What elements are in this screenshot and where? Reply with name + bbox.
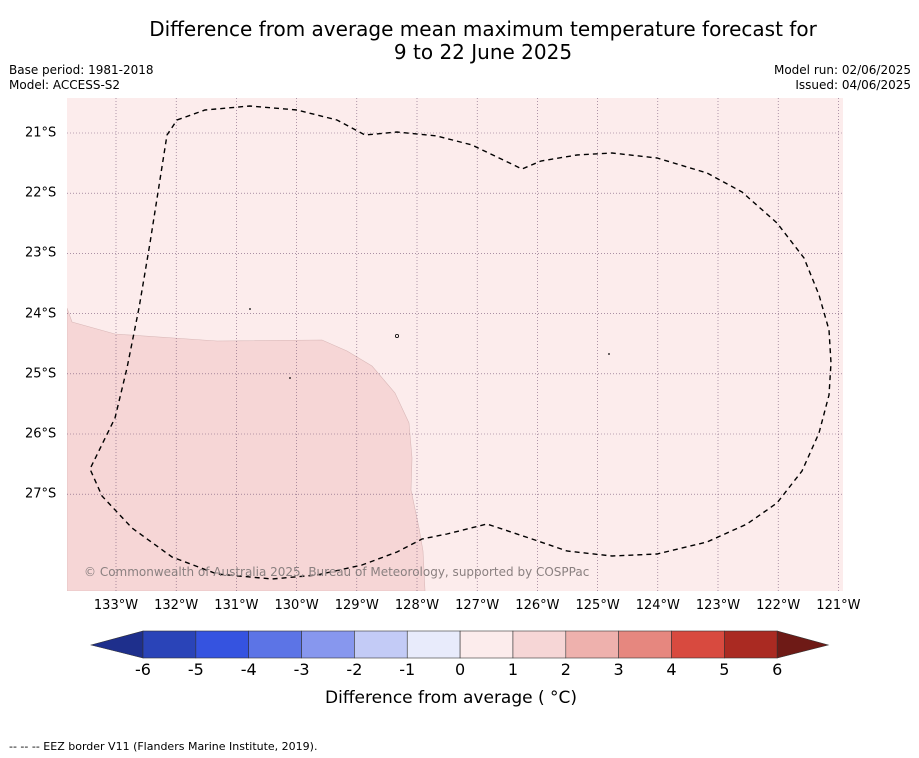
colorbar-segment bbox=[354, 630, 408, 659]
footer-eez-note: -- -- -- EEZ border V11 (Flanders Marine… bbox=[9, 740, 318, 753]
island-ring bbox=[394, 333, 399, 338]
copyright-text: © Commonwealth of Australia 2025, Bureau… bbox=[84, 565, 590, 579]
colorbar-tick-label: 4 bbox=[666, 660, 677, 679]
colorbar bbox=[90, 630, 830, 659]
longitude-label: 131°W bbox=[214, 598, 259, 613]
issued-text: Issued: 04/06/2025 bbox=[795, 78, 911, 92]
colorbar-tick-label: -1 bbox=[399, 660, 416, 679]
colorbar-segment bbox=[142, 630, 197, 659]
colorbar-label: Difference from average ( °C) bbox=[325, 688, 578, 708]
colorbar-segment bbox=[512, 630, 567, 659]
latitude-label: 21°S bbox=[25, 125, 57, 141]
longitude-label: 123°W bbox=[695, 598, 741, 613]
model-run-text: Model run: 02/06/2025 bbox=[773, 63, 911, 77]
title-line-1: Difference from average mean maximum tem… bbox=[149, 17, 817, 41]
colorbar-segment bbox=[195, 630, 249, 659]
island-dot bbox=[608, 353, 610, 355]
latitude-label: 24°S bbox=[25, 306, 57, 322]
colorbar-tick-label: 5 bbox=[719, 660, 730, 679]
colorbar-segment bbox=[406, 630, 461, 659]
meta-left: Base period: 1981-2018 Model: ACCESS-S2 bbox=[9, 63, 154, 93]
colorbar-segment bbox=[565, 630, 619, 659]
island-dot bbox=[289, 377, 291, 379]
longitude-label: 128°W bbox=[394, 598, 440, 613]
colorbar-segment bbox=[671, 630, 725, 659]
longitude-label: 127°W bbox=[455, 598, 500, 613]
map-title: Difference from average mean maximum tem… bbox=[0, 18, 919, 64]
colorbar-tick-label: -2 bbox=[346, 660, 363, 679]
latitude-label: 22°S bbox=[25, 185, 57, 201]
title-line-2: 9 to 22 June 2025 bbox=[393, 40, 573, 64]
base-period-text: Base period: 1981-2018 bbox=[9, 63, 154, 77]
longitude-label: 125°W bbox=[575, 598, 620, 613]
colorbar-segment bbox=[724, 630, 778, 659]
colorbar-segment bbox=[459, 630, 514, 659]
longitude-label: 129°W bbox=[334, 598, 379, 613]
longitude-label: 126°W bbox=[515, 598, 560, 613]
colorbar-segment bbox=[248, 630, 302, 659]
graticule bbox=[67, 98, 843, 591]
colorbar-tick-label: 0 bbox=[455, 660, 466, 679]
latitude-label: 27°S bbox=[25, 486, 57, 502]
map-panel bbox=[67, 98, 843, 591]
colorbar-segment bbox=[301, 630, 355, 659]
longitude-label: 122°W bbox=[756, 598, 801, 613]
meta-right: Model run: 02/06/2025 Issued: 04/06/2025 bbox=[774, 63, 911, 93]
latitude-label: 23°S bbox=[25, 245, 57, 261]
colorbar-tick-label: 3 bbox=[613, 660, 624, 679]
anomaly-1-2-region bbox=[67, 307, 426, 591]
island-dot bbox=[249, 308, 251, 310]
colorbar-tick-label: -3 bbox=[293, 660, 310, 679]
longitude-label: 132°W bbox=[154, 598, 199, 613]
model-text: Model: ACCESS-S2 bbox=[9, 78, 121, 92]
colorbar-tick-label: 6 bbox=[772, 660, 783, 679]
eez-border bbox=[89, 105, 832, 580]
longitude-label: 124°W bbox=[635, 598, 680, 613]
colorbar-extend-low bbox=[90, 630, 144, 659]
colorbar-tick-label: 1 bbox=[507, 660, 519, 679]
map-canvas bbox=[67, 98, 843, 591]
colorbar-tick-label: -4 bbox=[240, 660, 257, 679]
longitude-label: 130°W bbox=[274, 598, 319, 613]
colorbar-extend-high bbox=[776, 630, 830, 659]
latitude-label: 26°S bbox=[25, 426, 57, 442]
longitude-label: 121°W bbox=[816, 598, 861, 613]
colorbar-tick-label: -5 bbox=[187, 660, 204, 679]
longitude-label: 133°W bbox=[93, 598, 139, 613]
colorbar-tick-label: -6 bbox=[135, 660, 151, 679]
latitude-label: 25°S bbox=[25, 366, 57, 382]
colorbar-tick-label: 2 bbox=[560, 660, 571, 679]
colorbar-segment bbox=[618, 630, 672, 659]
